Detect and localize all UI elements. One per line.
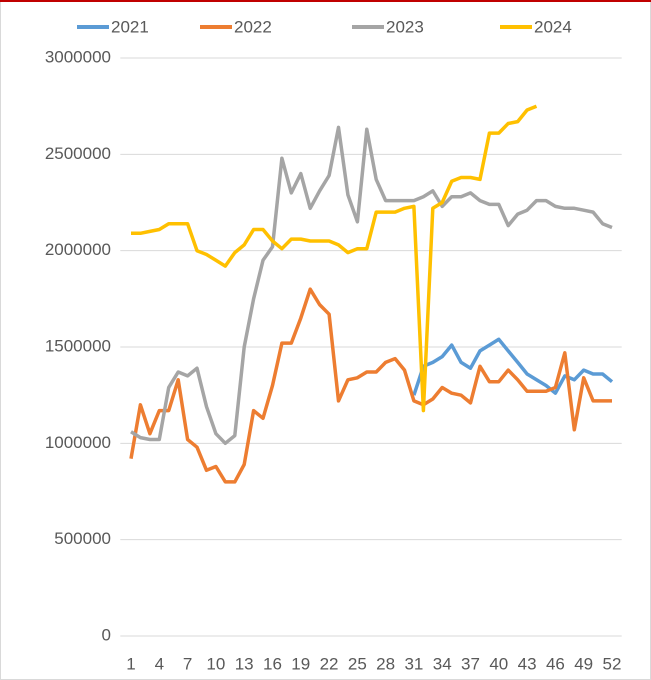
y-tick-label: 0 [102,625,111,644]
x-tick-label: 19 [291,654,310,673]
x-tick-label: 34 [433,654,452,673]
x-tick-label: 46 [546,654,565,673]
x-tick-label: 52 [603,654,622,673]
y-tick-label: 2000000 [45,240,111,259]
legend-label: 2023 [386,17,424,36]
x-tick-label: 1 [126,654,135,673]
x-tick-label: 4 [155,654,164,673]
x-tick-label: 7 [183,654,192,673]
x-tick-label: 40 [489,654,508,673]
series-line [130,125,613,446]
x-tick-label: 10 [206,654,225,673]
y-tick-label: 3000000 [45,47,111,66]
x-tick-label: 16 [263,654,282,673]
legend-label: 2021 [111,17,149,36]
y-tick-label: 500000 [54,529,111,548]
legend-label: 2024 [534,17,572,36]
x-tick-label: 28 [376,654,395,673]
y-tick-label: 1500000 [45,336,111,355]
x-tick-label: 25 [348,654,367,673]
series-line [129,287,612,484]
x-tick-label: 22 [320,654,339,673]
x-tick-label: 13 [235,654,254,673]
y-tick-label: 2500000 [45,144,111,163]
legend-label: 2022 [234,17,272,36]
x-tick-label: 37 [461,654,480,673]
x-tick-label: 31 [404,654,423,673]
series-line [412,337,614,396]
series-line [131,104,538,413]
x-tick-label: 49 [574,654,593,673]
y-tick-label: 1000000 [45,433,111,452]
x-tick-label: 43 [518,654,537,673]
